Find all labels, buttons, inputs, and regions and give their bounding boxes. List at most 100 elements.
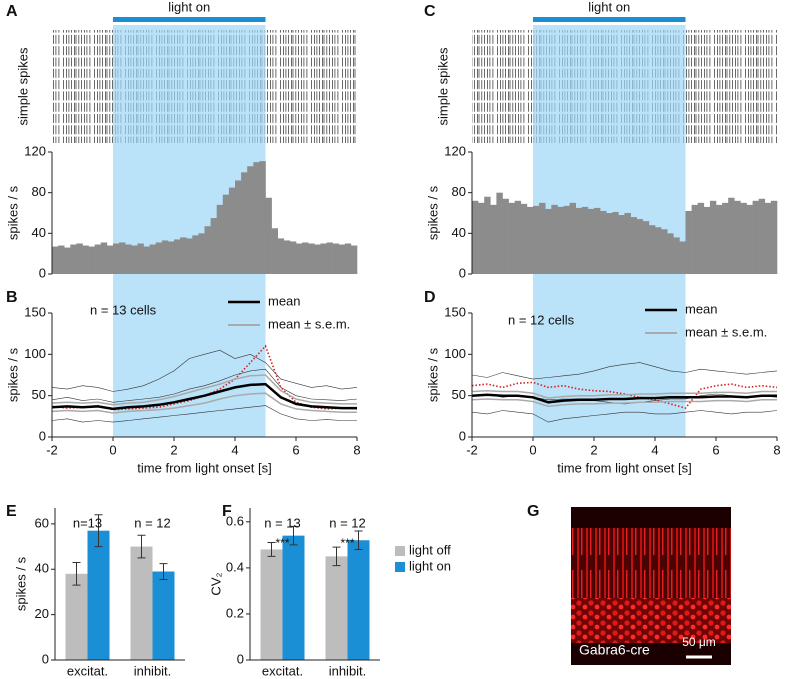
hist-bar [508, 202, 515, 274]
y-axis-label: spikes / s [13, 556, 28, 611]
hist-bar [679, 241, 686, 274]
hist-bar [58, 245, 65, 274]
x-tick-label: -2 [46, 442, 58, 457]
hist-bar [526, 206, 534, 274]
hist-bar [539, 202, 546, 274]
y-tick-label: 0 [39, 428, 46, 443]
x-tick-label: inhibit. [329, 663, 367, 678]
hist-bar [606, 213, 613, 274]
y-tick-label: 0 [42, 651, 49, 666]
hist-bar [161, 240, 169, 274]
error-bar [289, 525, 298, 546]
x-tick-label: 2 [590, 442, 597, 457]
error-bar [332, 546, 341, 567]
hist-bar [612, 211, 619, 274]
x-tick-label: 2 [170, 442, 177, 457]
panel-letter: E [6, 503, 17, 520]
hist-bar [155, 242, 163, 274]
bar [152, 571, 175, 660]
series-line [471, 410, 778, 423]
scale-label: 50 μm [682, 635, 716, 649]
y-axis-label: spikes / s [5, 347, 20, 402]
y-tick-label: 150 [444, 304, 466, 319]
significance: *** [340, 536, 354, 550]
y-tick-label: 150 [24, 304, 46, 319]
hist-bar [709, 200, 717, 274]
hist-bar [496, 192, 503, 274]
hist-bar [600, 210, 607, 274]
hist-bar [484, 196, 491, 274]
x-tick-label: 6 [712, 442, 719, 457]
hist-bar [235, 180, 242, 274]
hist-bar [283, 240, 291, 274]
hist-bar [253, 162, 260, 274]
hist-bar [636, 219, 644, 274]
n-label: n = 12 [329, 515, 366, 530]
light-bar [533, 17, 686, 22]
y-axis-label: CV₂ [208, 572, 223, 595]
x-axis-label: time from light onset [s] [557, 460, 691, 475]
y-tick-label: 100 [444, 346, 466, 361]
hist-bar [758, 198, 766, 274]
hist-bar [764, 202, 772, 274]
error-bar [94, 514, 103, 548]
significance: *** [275, 536, 289, 550]
y-tick-label: 0 [39, 265, 46, 280]
hist-bar [740, 202, 747, 274]
x-tick-label: excitat. [262, 663, 303, 678]
y-tick-label: 120 [24, 143, 46, 158]
hist-bar [514, 200, 522, 274]
n-label: n=13 [73, 515, 102, 530]
y-axis-label: spikes / s [425, 347, 440, 402]
bar [65, 573, 88, 660]
y-tick-label: 50 [32, 387, 46, 402]
hist-bar [277, 238, 285, 274]
hist-bar [149, 244, 156, 274]
series-line [471, 381, 778, 410]
hist-bar [52, 246, 59, 274]
panel-letter: A [6, 3, 18, 20]
light-label: light on [588, 0, 630, 14]
legend-label: mean [268, 293, 301, 308]
series-line [471, 398, 777, 408]
hist-bar [186, 238, 193, 274]
hist-bar [125, 244, 132, 274]
hist-bar [630, 217, 637, 274]
x-tick-label: 8 [773, 442, 780, 457]
hist-bar [82, 245, 89, 274]
series-line [471, 389, 777, 399]
hist-bar [94, 244, 102, 274]
hist-bar [302, 242, 309, 274]
raster-label: simple spikes [435, 47, 450, 126]
hist-bar [228, 187, 236, 274]
hist-bar [752, 200, 759, 274]
hist-bar [216, 204, 224, 274]
hist-bar [545, 208, 552, 274]
series-line [51, 405, 357, 423]
hist-bar [198, 233, 205, 274]
annotation: n = 13 cells [90, 302, 157, 317]
y-tick-label: 0.2 [226, 605, 244, 620]
panel-letter: B [6, 289, 18, 306]
hist-bar [490, 204, 497, 274]
hist-bar [722, 202, 729, 274]
hist-bar [344, 243, 352, 274]
series-line [51, 374, 357, 406]
bar [347, 540, 370, 660]
light-bar [113, 17, 266, 22]
image-label: Gabra6-cre [579, 642, 650, 658]
series-line [51, 368, 358, 403]
series-line [471, 362, 778, 380]
hist-bar [222, 194, 230, 274]
x-tick-label: 0 [529, 442, 536, 457]
hist-bar [137, 243, 144, 274]
legend-label: mean ± s.e.m. [268, 316, 350, 331]
hist-bar [259, 161, 266, 274]
y-tick-label: 0 [237, 651, 244, 666]
hist-bar [569, 202, 576, 274]
hist-bar [770, 200, 778, 274]
bar [130, 546, 153, 660]
hist-bar [557, 206, 564, 274]
hist-bar [594, 207, 601, 274]
hist-bar [563, 205, 570, 274]
